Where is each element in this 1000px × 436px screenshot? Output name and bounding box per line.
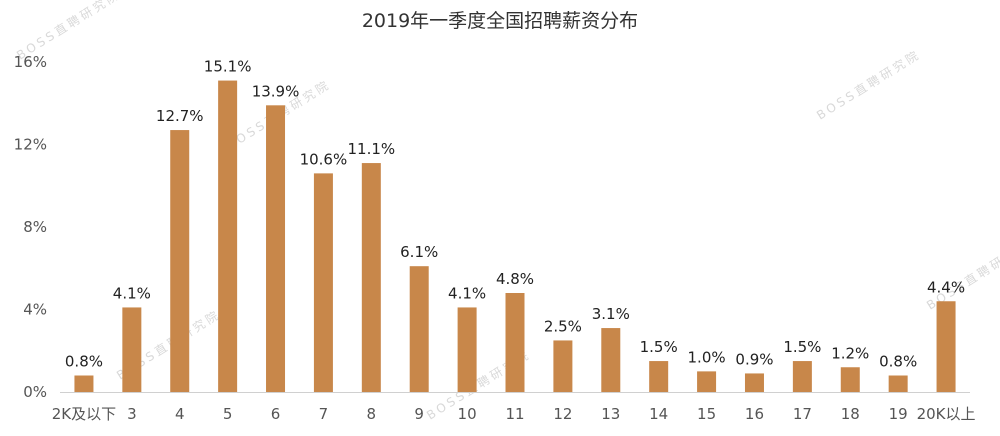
data-label-12: 1.5%	[640, 338, 678, 356]
data-label-17: 0.8%	[879, 353, 917, 371]
bar-5	[313, 173, 333, 392]
x-tick-label-1: 3	[127, 405, 137, 423]
x-tick-label-14: 16	[745, 405, 764, 423]
chart-title: 2019年一季度全国招聘薪资分布	[362, 10, 638, 32]
bar-8	[457, 307, 477, 392]
data-label-16: 1.2%	[831, 344, 869, 362]
bar-18	[936, 301, 956, 392]
data-label-2: 12.7%	[156, 107, 204, 125]
bar-3	[218, 80, 238, 392]
x-tick-label-5: 7	[319, 405, 329, 423]
x-tick-label-10: 12	[553, 405, 572, 423]
watermark-text-4: BOSS直聘研究院	[924, 236, 1000, 312]
bar-12	[649, 361, 669, 392]
x-tick-label-8: 10	[458, 405, 477, 423]
x-tick-label-0: 2K及以下	[52, 405, 116, 423]
x-tick-label-11: 13	[601, 405, 620, 423]
bar-series: 0.8% 4.1% 12.7% 15.1%13.9% 10.6%11.1% 6.1% 4.1…	[65, 58, 965, 392]
x-tick-label-7: 9	[414, 405, 424, 423]
bar-2	[170, 130, 190, 392]
x-tick-label-16: 18	[841, 405, 860, 423]
y-tick-label: 16%	[14, 53, 47, 71]
data-label-1: 4.1%	[113, 284, 151, 302]
bar-13	[697, 371, 717, 392]
data-label-5: 10.6%	[300, 150, 348, 168]
bar-4	[266, 105, 286, 392]
y-tick-label: 12%	[14, 136, 47, 154]
data-label-3: 15.1%	[204, 58, 252, 76]
x-tick-label-17: 19	[889, 405, 908, 423]
x-axis: 2K及以下 3 4 5 6 7 8 9 10 11 12 13 14 15 16 17 18 19 20K以上	[52, 405, 976, 423]
bar-16	[840, 367, 860, 392]
data-label-13: 1.0%	[688, 348, 726, 366]
data-label-9: 4.8%	[496, 270, 534, 288]
x-tick-label-4: 6	[271, 405, 281, 423]
x-tick-label-6: 8	[367, 405, 377, 423]
data-label-7: 6.1%	[400, 243, 438, 261]
data-label-18: 4.4%	[927, 278, 965, 296]
data-label-4: 13.9%	[252, 82, 300, 100]
bar-6	[361, 163, 381, 392]
bar-0	[74, 375, 94, 392]
bar-15	[792, 361, 812, 392]
x-tick-label-18: 20K以上	[917, 405, 976, 423]
bar-9	[505, 293, 525, 392]
x-tick-label-3: 5	[223, 405, 233, 423]
data-label-8: 4.1%	[448, 284, 486, 302]
bar-17	[888, 375, 908, 392]
watermark-text-2: BOSS直聘研究院	[814, 46, 923, 122]
x-tick-label-2: 4	[175, 405, 185, 423]
y-tick-label: 0%	[23, 383, 47, 401]
x-tick-label-9: 11	[505, 405, 524, 423]
y-tick-label: 8%	[23, 218, 47, 236]
bar-11	[601, 328, 621, 392]
data-label-0: 0.8%	[65, 353, 103, 371]
data-label-11: 3.1%	[592, 305, 630, 323]
x-tick-label-15: 17	[793, 405, 812, 423]
bar-7	[409, 266, 429, 392]
bar-14	[744, 373, 764, 392]
bar-10	[553, 340, 573, 392]
data-label-10: 2.5%	[544, 317, 582, 335]
bar-1	[122, 307, 142, 392]
y-axis: 0% 4% 8% 12% 16%	[14, 53, 47, 401]
x-tick-label-13: 15	[697, 405, 716, 423]
y-tick-label: 4%	[23, 301, 47, 319]
data-label-6: 11.1%	[347, 140, 395, 158]
data-label-14: 0.9%	[735, 350, 773, 368]
data-label-15: 1.5%	[783, 338, 821, 356]
x-tick-label-12: 14	[649, 405, 668, 423]
